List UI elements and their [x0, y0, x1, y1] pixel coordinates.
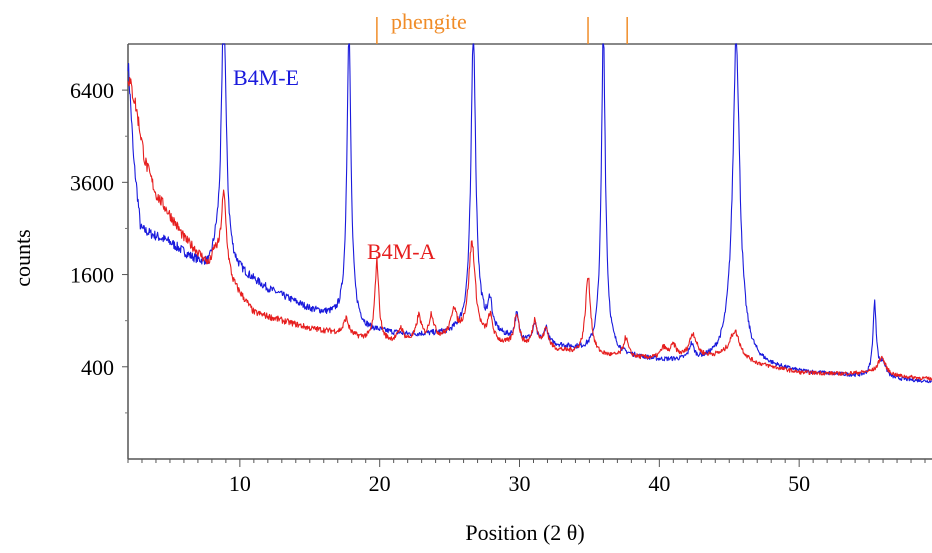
series-label-b4m-e: B4M-E: [233, 65, 299, 90]
tick-labels: 10 20 30 40 50 400 1600 3600 6400: [70, 78, 810, 496]
y-axis-title: counts: [10, 229, 35, 286]
y-tick-label: 3600: [70, 170, 114, 195]
series-label-b4m-a: B4M-A: [367, 239, 436, 264]
series-line-b4m-a: [127, 76, 932, 381]
y-tick-label: 400: [81, 355, 114, 380]
plot-frame: [122, 43, 932, 467]
x-axis-title: Position (2 θ): [465, 520, 584, 545]
y-tick-label: 6400: [70, 78, 114, 103]
x-tick-label: 20: [369, 471, 391, 496]
reference-label-phengite: phengite: [391, 9, 467, 34]
series-line-b4m-e: [127, 43, 932, 384]
x-tick-label: 30: [509, 471, 531, 496]
x-tick-label: 10: [229, 471, 251, 496]
x-tick-label: 50: [788, 471, 810, 496]
series-lines: [127, 43, 932, 384]
reference-markers: [376, 17, 628, 44]
x-tick-label: 40: [648, 471, 670, 496]
y-tick-label: 1600: [70, 263, 114, 288]
